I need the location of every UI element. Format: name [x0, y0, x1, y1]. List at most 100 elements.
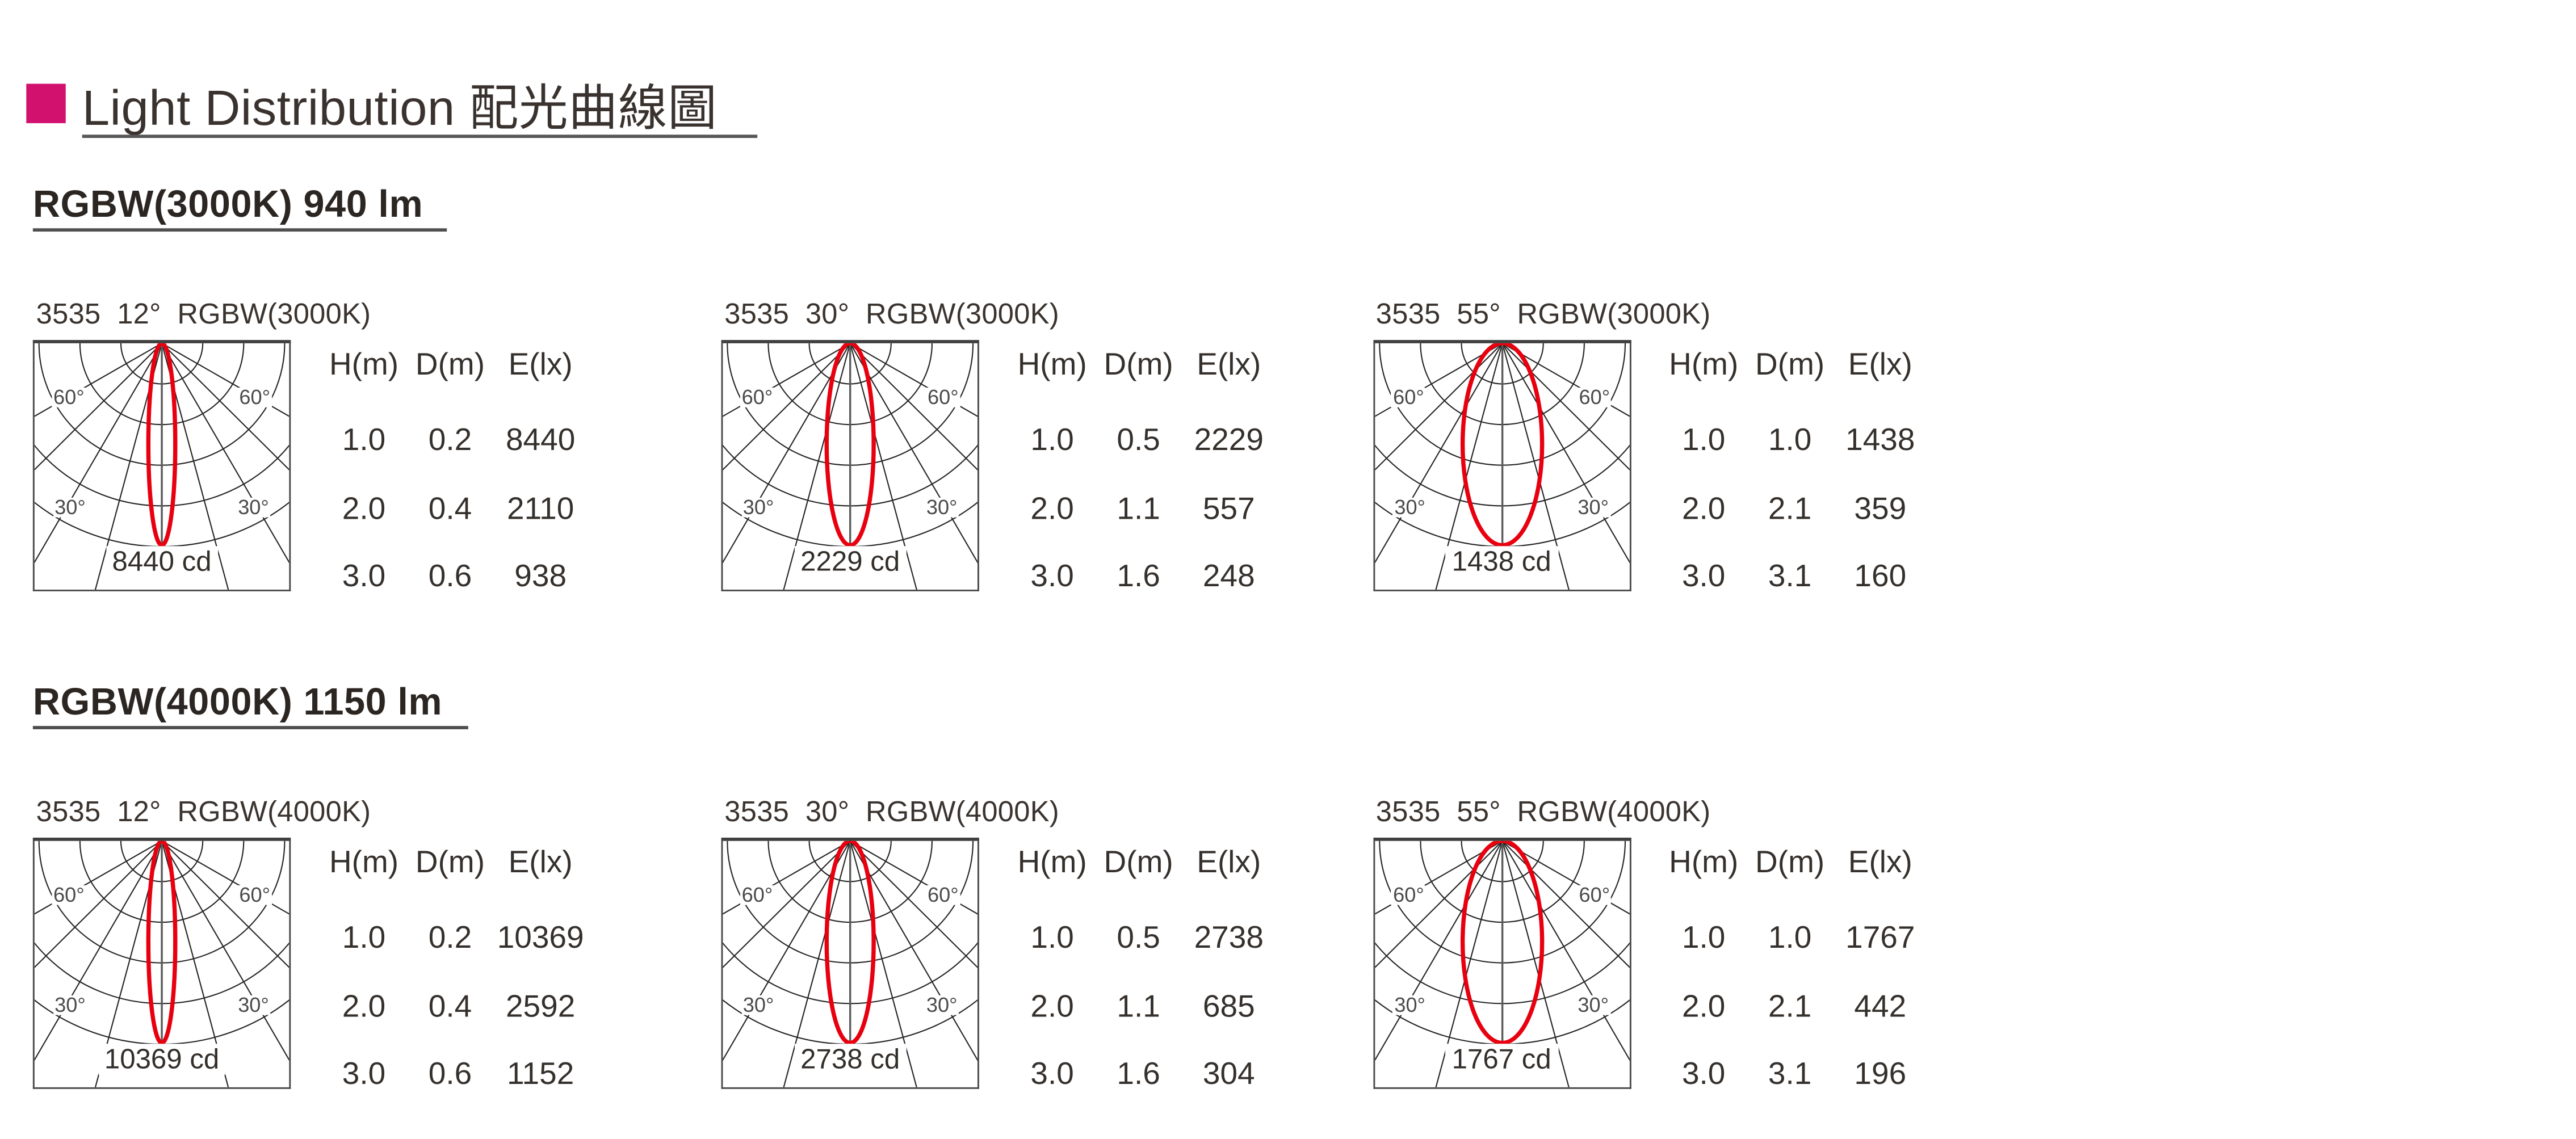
table-cell: 0.2 [428, 423, 472, 458]
table-cell: 2.0 [1030, 989, 1074, 1024]
table-cell: 1.6 [1117, 1057, 1160, 1092]
table-cell: 2.0 [342, 491, 386, 527]
col-header-e: E(lx) [508, 845, 573, 880]
table-cell: 1.0 [1681, 423, 1726, 458]
peak-candela-label: 1767 cd [1445, 1043, 1558, 1075]
table-cell: 2.1 [1768, 989, 1812, 1024]
page-title: Light Distribution 配光曲線圖 [82, 82, 718, 137]
peak-candela-label: 1438 cd [1445, 545, 1558, 577]
table-cell: 0.5 [1117, 921, 1160, 955]
angle-label-30: 30° [924, 994, 959, 1015]
angle-label-60: 60° [237, 387, 272, 407]
table-cell: 3.0 [1681, 1057, 1726, 1092]
diagram-title: 3535 12° RGBW(4000K) [36, 795, 371, 828]
table-cell: 557 [1202, 491, 1255, 527]
diagram-title: 3535 55° RGBW(4000K) [1375, 795, 1711, 828]
angle-label-30: 30° [1392, 994, 1427, 1015]
table-cell: 2738 [1194, 921, 1264, 955]
diagram-title: 3535 30° RGBW(4000K) [724, 795, 1059, 828]
col-header-h: H(m) [329, 845, 399, 880]
table-cell: 2229 [1194, 423, 1264, 458]
table-cell: 10369 [497, 921, 584, 955]
angle-label-30: 30° [1392, 497, 1427, 518]
col-header-d: D(m) [1755, 845, 1825, 880]
table-cell: 3.0 [342, 560, 386, 595]
diagram-group: 3535 55° RGBW(4000K) 60° 60° 30° 30° 176… [1373, 795, 1964, 1130]
table-cell: 3.0 [1681, 560, 1726, 595]
table-cell: 1152 [507, 1057, 574, 1092]
angle-label-60: 60° [740, 387, 775, 407]
col-header-h: H(m) [1669, 347, 1739, 382]
col-header-e: E(lx) [508, 347, 573, 382]
polar-diagram: 60° 60° 30° 30° 2229 cd [721, 340, 979, 591]
section-heading-3000k: RGBW(3000K) 940 lm [32, 182, 423, 225]
col-header-e: E(lx) [1197, 347, 1261, 382]
table-cell: 0.5 [1117, 423, 1160, 458]
col-header-d: D(m) [415, 845, 485, 880]
angle-label-30: 30° [236, 497, 271, 518]
section-heading-4000k: RGBW(4000K) 1150 lm [32, 680, 443, 723]
col-header-h: H(m) [329, 347, 399, 382]
table-cell: 938 [514, 560, 567, 595]
peak-candela-label: 10369 cd [98, 1043, 226, 1075]
angle-label-60: 60° [1391, 885, 1426, 905]
angle-label-60: 60° [926, 387, 960, 407]
table-cell: 304 [1202, 1057, 1255, 1092]
angle-label-30: 30° [236, 994, 271, 1015]
table-cell: 1.0 [342, 921, 386, 955]
table-cell: 2592 [505, 989, 576, 1024]
diagram-group: 3535 55° RGBW(3000K) 60° 60° 30° 30° 143… [1373, 297, 1964, 633]
angle-label-30: 30° [53, 994, 87, 1015]
table-cell: 0.4 [428, 989, 472, 1024]
table-cell: 1.0 [1768, 423, 1812, 458]
peak-candela-label: 8440 cd [105, 545, 219, 577]
table-cell: 2.0 [342, 989, 386, 1024]
col-header-d: D(m) [1755, 347, 1825, 382]
diagram-group: 3535 30° RGBW(3000K) 60° 60° 30° 30° 222… [721, 297, 1313, 633]
table-cell: 0.6 [428, 560, 472, 595]
table-cell: 3.0 [342, 1057, 386, 1092]
table-cell: 2.1 [1768, 491, 1812, 527]
table-cell: 2.0 [1681, 989, 1726, 1024]
col-header-e: E(lx) [1197, 845, 1261, 880]
angle-label-30: 30° [741, 994, 776, 1015]
accent-square-icon [26, 83, 66, 124]
col-header-h: H(m) [1017, 845, 1087, 880]
title-underline [82, 133, 758, 137]
table-cell: 3.0 [1030, 560, 1074, 595]
table-cell: 2110 [507, 491, 574, 527]
table-cell: 685 [1202, 989, 1255, 1024]
table-cell: 1.0 [1768, 921, 1812, 955]
diagram-title: 3535 55° RGBW(3000K) [1375, 297, 1711, 330]
table-cell: 196 [1854, 1057, 1907, 1092]
col-header-d: D(m) [415, 347, 485, 382]
angle-label-30: 30° [1576, 497, 1610, 518]
table-cell: 1.0 [1030, 423, 1074, 458]
table-cell: 1.0 [1030, 921, 1074, 955]
table-cell: 2.0 [1681, 491, 1726, 527]
polar-diagram: 60° 60° 30° 30° 2738 cd [721, 837, 979, 1089]
table-cell: 2.0 [1030, 491, 1074, 527]
table-cell: 248 [1202, 560, 1255, 595]
table-cell: 0.6 [428, 1057, 472, 1092]
diagram-group: 3535 12° RGBW(3000K) 60° 60° 30° 30° 844… [32, 297, 624, 633]
angle-label-60: 60° [52, 387, 86, 407]
diagram-group: 3535 30° RGBW(4000K) 60° 60° 30° 30° 273… [721, 795, 1313, 1130]
angle-label-60: 60° [1391, 387, 1426, 407]
angle-label-60: 60° [52, 885, 86, 905]
diagram-title: 3535 12° RGBW(3000K) [36, 297, 371, 330]
table-cell: 1.0 [1681, 921, 1726, 955]
table-cell: 1767 [1845, 921, 1915, 955]
polar-diagram: 60° 60° 30° 30° 1767 cd [1373, 837, 1631, 1089]
diagram-title: 3535 30° RGBW(3000K) [724, 297, 1059, 330]
peak-candela-label: 2738 cd [794, 1043, 907, 1075]
col-header-e: E(lx) [1848, 845, 1912, 880]
col-header-h: H(m) [1017, 347, 1087, 382]
angle-label-30: 30° [741, 497, 776, 518]
table-cell: 359 [1854, 491, 1907, 527]
table-cell: 8440 [505, 423, 576, 458]
table-cell: 3.1 [1768, 560, 1812, 595]
polar-diagram: 60° 60° 30° 30° 10369 cd [32, 837, 291, 1089]
table-cell: 3.0 [1030, 1057, 1074, 1092]
